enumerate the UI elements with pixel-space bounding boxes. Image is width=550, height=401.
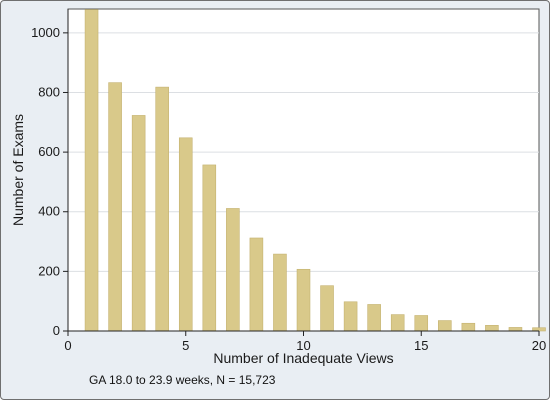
bar xyxy=(367,304,381,332)
y-axis: 0 200 400 600 800 1000 xyxy=(31,9,69,338)
bar xyxy=(414,315,429,332)
bar xyxy=(108,82,122,332)
x-axis: 0 5 10 15 20 xyxy=(64,330,546,353)
bar xyxy=(226,208,240,332)
y-tick-label: 400 xyxy=(38,204,60,219)
x-axis-title: Number of Inadequate Views xyxy=(213,350,393,366)
bar xyxy=(155,86,169,332)
bar xyxy=(202,164,217,332)
y-axis-title: Number of Exams xyxy=(10,114,26,226)
bar xyxy=(343,301,358,332)
bar xyxy=(508,327,523,332)
bar xyxy=(84,9,99,332)
y-tick-label: 800 xyxy=(38,84,60,99)
bar xyxy=(485,325,499,332)
bars xyxy=(84,9,546,332)
y-tick-label: 0 xyxy=(53,323,60,338)
y-tick-label: 1000 xyxy=(31,25,60,40)
bar xyxy=(131,115,146,332)
x-tick-label: 5 xyxy=(182,338,189,353)
bar xyxy=(178,137,193,332)
x-tick-label: 20 xyxy=(532,338,546,353)
x-tick-label: 10 xyxy=(296,338,310,353)
footnote: GA 18.0 to 23.9 weeks, N = 15,723 xyxy=(89,373,276,387)
bar xyxy=(320,285,334,332)
y-tick-label: 600 xyxy=(38,144,60,159)
x-tick-label: 0 xyxy=(64,338,71,353)
bar xyxy=(390,314,405,332)
bar xyxy=(273,253,287,332)
grid-lines xyxy=(68,32,539,272)
bar xyxy=(438,320,452,332)
bar xyxy=(461,322,476,332)
bar xyxy=(296,268,311,332)
bar xyxy=(249,237,264,332)
x-tick-label: 15 xyxy=(414,338,428,353)
y-tick-label: 200 xyxy=(38,263,60,278)
